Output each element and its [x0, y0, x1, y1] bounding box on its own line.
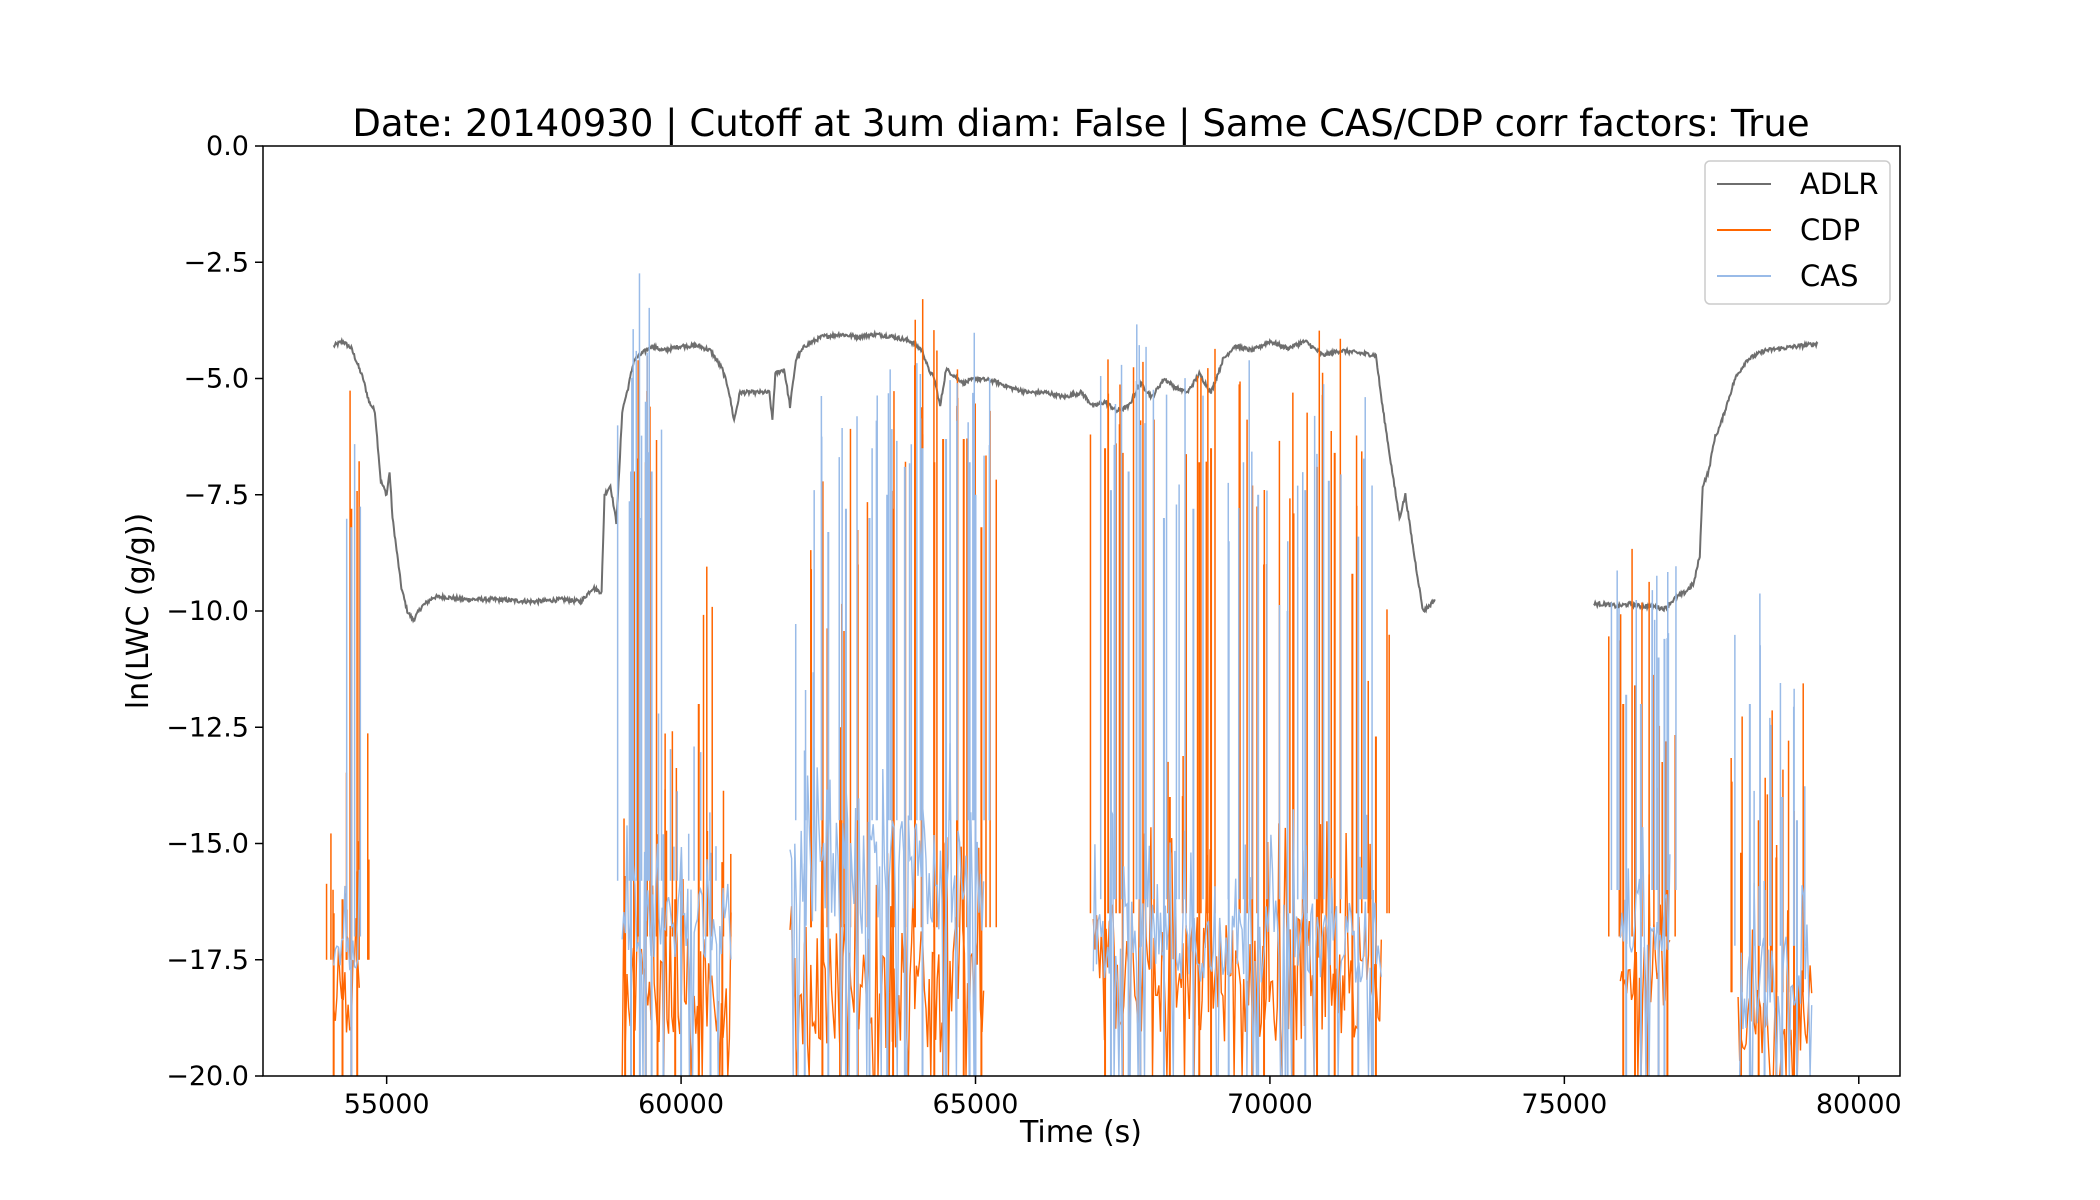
x-tick-label: 55000 — [344, 1089, 430, 1120]
series-cas-segment — [789, 332, 991, 1076]
y-tick-label: −5.0 — [183, 364, 249, 395]
series-cas-segment — [333, 444, 362, 1076]
legend-label-cdp: CDP — [1800, 213, 1860, 247]
series-cas-segment — [1734, 593, 1813, 1076]
legend: ADLR CDP CAS — [1704, 160, 1891, 305]
y-tick-label: −15.0 — [166, 829, 249, 860]
x-tick-label: 60000 — [638, 1089, 724, 1120]
legend-box — [1704, 160, 1891, 305]
y-tick-label: −17.5 — [166, 945, 249, 976]
series-cas-segment — [616, 273, 732, 1076]
series-cas-segment — [1610, 566, 1677, 1076]
y-axis: 0.0 −2.5 −5.0 −7.5 −10.0 −12.5 −15.0 −17.5 −20.0 — [166, 131, 263, 1092]
x-tick-label: 65000 — [933, 1089, 1019, 1120]
x-axis: 55000 60000 65000 70000 75000 80000 — [344, 1076, 1902, 1120]
x-tick-label: 75000 — [1521, 1089, 1607, 1120]
y-tick-label: 0.0 — [206, 131, 249, 162]
y-tick-label: −7.5 — [183, 480, 249, 511]
chart-title: Date: 20140930 | Cutoff at 3um diam: Fal… — [352, 102, 1809, 145]
legend-label-cas: CAS — [1800, 259, 1859, 293]
y-tick-label: −10.0 — [166, 596, 249, 627]
series-line-cas — [333, 869, 360, 971]
series-layer — [325, 273, 1819, 1076]
series-line-cdp — [333, 918, 360, 1033]
y-tick-label: −20.0 — [166, 1061, 249, 1092]
y-tick-label: −12.5 — [166, 712, 249, 743]
x-tick-label: 80000 — [1816, 1089, 1902, 1120]
x-tick-label: 70000 — [1227, 1089, 1313, 1120]
x-axis-label: Time (s) — [1019, 1115, 1142, 1150]
series-line-cas — [1619, 827, 1671, 1076]
series-cdp-segment — [621, 355, 732, 1076]
series-cas-segment — [1092, 324, 1382, 1076]
y-axis-label: ln(LWC (g/g)) — [121, 513, 156, 709]
series-line-adlr — [1593, 339, 1819, 613]
y-tick-label: −2.5 — [183, 247, 249, 278]
legend-label-adlr: ADLR — [1800, 167, 1878, 201]
series-line-adlr — [332, 329, 1436, 624]
